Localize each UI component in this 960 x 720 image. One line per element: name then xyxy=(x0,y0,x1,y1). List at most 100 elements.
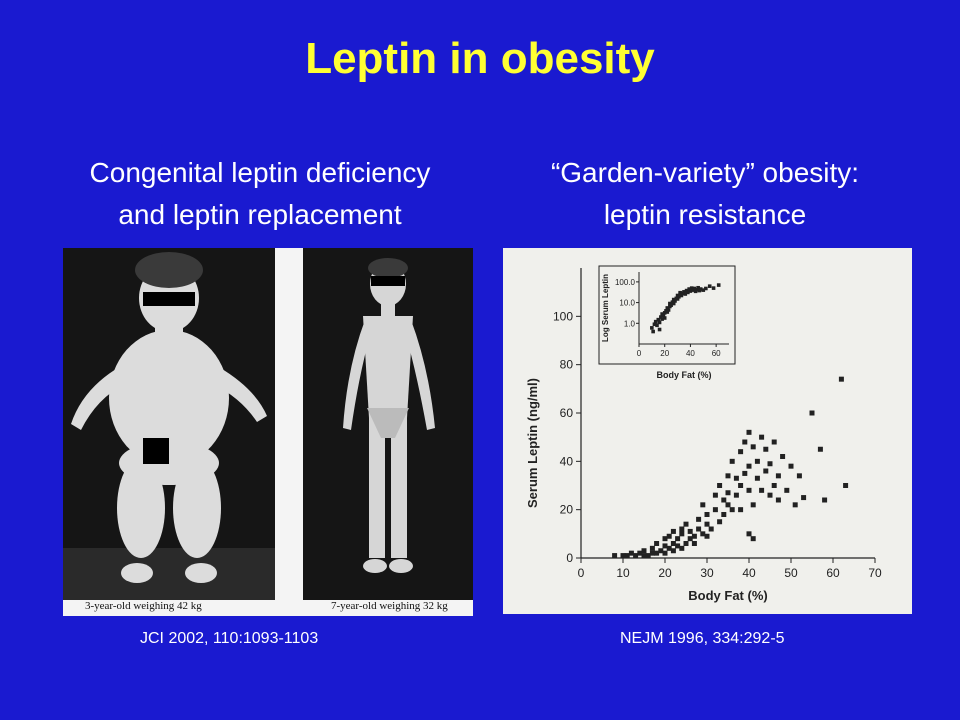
data-point xyxy=(742,439,748,445)
y-tick-label: 40 xyxy=(560,454,574,468)
inset-y-tick-label: 1.0 xyxy=(624,319,636,328)
data-point xyxy=(670,528,676,534)
inset-frame xyxy=(598,265,736,365)
data-point xyxy=(662,550,668,556)
data-point xyxy=(654,550,660,556)
data-point xyxy=(687,536,693,542)
inset-data-point xyxy=(695,287,699,292)
y-tick-label: 0 xyxy=(566,551,573,565)
data-point xyxy=(654,541,660,546)
inset-data-point xyxy=(683,292,688,296)
data-point xyxy=(771,483,777,488)
data-point xyxy=(666,545,672,551)
data-point xyxy=(750,536,756,542)
data-point xyxy=(683,521,689,527)
data-point xyxy=(746,429,752,435)
data-point xyxy=(670,541,676,546)
data-point xyxy=(679,526,685,532)
photo-treated-child xyxy=(303,248,473,600)
data-point xyxy=(691,541,697,546)
inset-data-point xyxy=(682,290,686,294)
data-point xyxy=(721,497,727,503)
data-point xyxy=(771,439,777,445)
data-point xyxy=(628,550,634,556)
data-point xyxy=(704,533,710,539)
slide-title: Leptin in obesity xyxy=(305,34,655,83)
inset-data-point xyxy=(711,286,716,290)
y-tick-label: 80 xyxy=(560,358,574,372)
data-point xyxy=(759,487,765,493)
data-point xyxy=(712,492,718,498)
data-point xyxy=(725,490,731,496)
inset-y-tick-label: 100.0 xyxy=(615,278,636,287)
data-point xyxy=(721,512,727,517)
data-point xyxy=(809,410,815,416)
inset-data-point xyxy=(677,295,681,299)
data-point xyxy=(817,446,823,452)
inset-data-point xyxy=(653,319,658,324)
inset-data-point xyxy=(659,315,663,319)
data-point xyxy=(620,553,626,559)
data-point xyxy=(746,463,752,469)
inset-x-axis-label: Body Fat (%) xyxy=(657,370,712,380)
inset-data-point xyxy=(660,317,664,321)
y-tick-label: 20 xyxy=(560,503,574,517)
inset-data-point xyxy=(688,289,693,293)
data-point xyxy=(658,548,664,554)
citation-right: NEJM 1996, 334:292-5 xyxy=(620,630,785,647)
data-point xyxy=(662,543,668,549)
x-tick-label: 40 xyxy=(742,566,756,580)
inset-data-point xyxy=(665,306,670,310)
data-point xyxy=(687,528,693,534)
data-point xyxy=(763,468,769,474)
data-point xyxy=(704,521,710,527)
inset-data-point xyxy=(679,293,684,298)
data-point xyxy=(717,483,723,488)
inset-x-tick-label: 60 xyxy=(712,349,721,358)
data-point xyxy=(843,483,849,488)
inset-data-point xyxy=(657,320,662,325)
data-point xyxy=(725,502,731,508)
x-axis-label: Body Fat (%) xyxy=(688,588,767,603)
data-point xyxy=(738,507,744,513)
data-point xyxy=(675,543,681,549)
data-point xyxy=(792,502,798,508)
data-point xyxy=(763,446,769,452)
x-tick-label: 60 xyxy=(826,566,840,580)
right-heading-line-2: leptin resistance xyxy=(603,199,807,230)
inset-data-point xyxy=(671,301,676,306)
x-tick-label: 10 xyxy=(616,566,630,580)
data-point xyxy=(801,495,807,501)
x-tick-label: 50 xyxy=(784,566,798,580)
data-point xyxy=(666,533,672,539)
data-point xyxy=(746,531,752,537)
data-point xyxy=(738,483,744,488)
data-point xyxy=(704,512,710,517)
data-point xyxy=(675,536,681,542)
inset-data-point xyxy=(704,286,708,291)
patient-photo-panel: 3-year-old weighing 42 kg 7-year-old wei… xyxy=(63,248,473,616)
right-heading-line-1: “Garden-variety” obesity: xyxy=(550,157,860,188)
inset-data-point xyxy=(656,317,661,322)
inset-y-axis-label: Log Serum Leptin xyxy=(601,274,610,342)
data-point xyxy=(775,473,781,479)
inset-x-tick-label: 40 xyxy=(686,349,695,358)
y-tick-label: 100 xyxy=(553,309,573,323)
data-point xyxy=(754,458,760,464)
inset-data-point xyxy=(651,329,655,334)
left-heading: Congenital leptin deficiency and leptin … xyxy=(30,152,490,236)
inset-data-point xyxy=(698,287,703,291)
data-point xyxy=(696,516,702,522)
inset-data-point xyxy=(687,287,691,291)
inset-data-point xyxy=(675,297,680,301)
inset-y-tick-label: 10.0 xyxy=(619,299,635,308)
data-point xyxy=(788,463,794,469)
inset-data-point xyxy=(684,288,689,293)
leptin-chart-panel: 0 10 20 30 40 50 60 70 0 20 40 60 80 100 Body Fat (%) S… xyxy=(503,248,912,614)
data-point xyxy=(742,470,748,476)
inset-data-point xyxy=(665,310,670,314)
inset-log-scatter: 0 20 40 60 1.0 10.0 100.0 Body Fat (%) Log Serum… xyxy=(598,265,736,380)
inset-data-point xyxy=(662,316,667,320)
left-heading-line-1: Congenital leptin deficiency xyxy=(89,157,431,188)
caption-photo-b: 7-year-old weighing 32 kg xyxy=(331,600,448,612)
